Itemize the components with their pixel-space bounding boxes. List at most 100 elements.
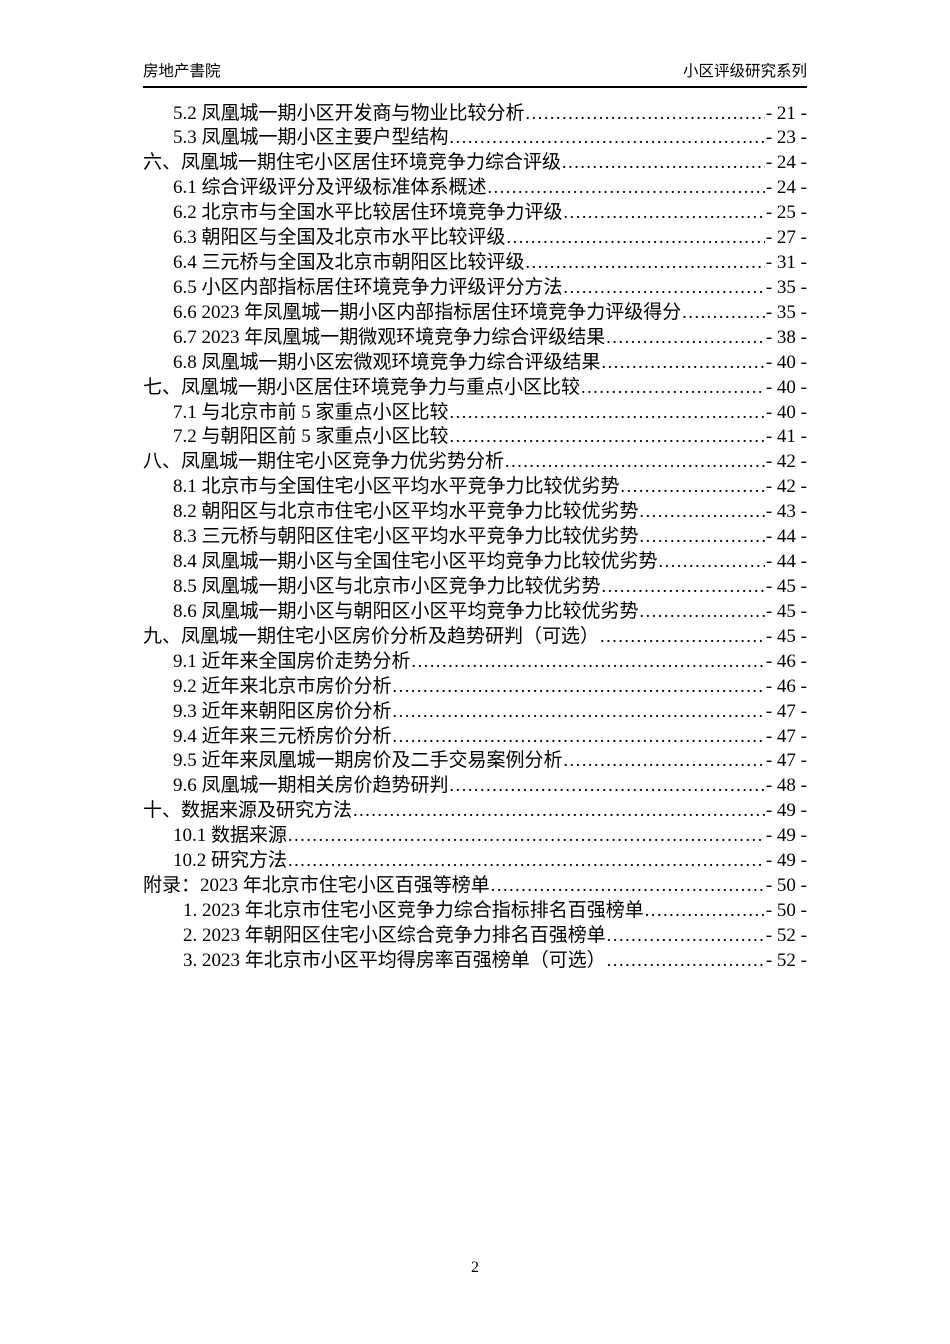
toc-entry[interactable]: 6.2 北京市与全国水平比较居住环境竞争力评级 - 25 - <box>143 200 807 225</box>
toc-page-number: - 42 - <box>765 451 807 473</box>
toc-entry-label: 6.3 朝阳区与全国及北京市水平比较评级 <box>173 227 506 249</box>
toc-dot-leader <box>682 300 765 326</box>
toc-page-number: - 49 - <box>765 850 807 872</box>
toc-dot-leader <box>602 350 765 376</box>
toc-page-number: - 45 - <box>765 576 807 598</box>
toc-entry[interactable]: 6.6 2023 年凤凰城一期小区内部指标居住环境竞争力评级得分 - 35 - <box>143 300 807 325</box>
toc-entry-label: 6.7 2023 年凤凰城一期微观环境竞争力综合评级结果 <box>173 326 606 348</box>
toc-page-number: - 47 - <box>765 750 807 772</box>
toc-entry-label: 六、凤凰城一期住宅小区居住环境竞争力综合评级 <box>143 152 562 174</box>
toc-entry-label: 8.4 凤凰城一期小区与全国住宅小区平均竞争力比较优劣势 <box>173 551 658 573</box>
toc-page-number: - 50 - <box>765 875 807 897</box>
toc-page-number: - 40 - <box>765 351 807 373</box>
toc-entry-label: 6.8 凤凰城一期小区宏微观环境竞争力综合评级结果 <box>173 351 601 373</box>
toc-entry[interactable]: 8.1 北京市与全国住宅小区平均水平竞争力比较优劣势 - 42 - <box>143 474 807 499</box>
toc-page-number: - 47 - <box>765 700 807 722</box>
toc-entry[interactable]: 6.3 朝阳区与全国及北京市水平比较评级 - 27 - <box>143 225 807 250</box>
toc-entry[interactable]: 10.2 研究方法 - 49 - <box>143 848 807 873</box>
toc-entry[interactable]: 十、数据来源及研究方法 - 49 - <box>143 798 807 823</box>
toc-dot-leader <box>491 873 765 899</box>
toc-dot-leader <box>288 823 765 849</box>
toc-dot-leader <box>606 325 765 351</box>
toc-entry[interactable]: 2. 2023 年朝阳区住宅小区综合竞争力排名百强榜单 - 52 - <box>143 923 807 948</box>
toc-entry[interactable]: 附录：2023 年北京市住宅小区百强等榜单 - 50 - <box>143 873 807 898</box>
toc-dot-leader <box>602 574 765 600</box>
toc-entry[interactable]: 3. 2023 年北京市小区平均得房率百强榜单（可选） - 52 - <box>143 948 807 973</box>
toc-page-number: - 25 - <box>765 202 807 224</box>
toc-page-number: - 52 - <box>765 949 807 971</box>
toc-page-number: - 44 - <box>765 551 807 573</box>
toc-entry[interactable]: 9.4 近年来三元桥房价分析 - 47 - <box>143 724 807 749</box>
toc-entry[interactable]: 6.7 2023 年凤凰城一期微观环境竞争力综合评级结果 - 38 - <box>143 325 807 350</box>
toc-dot-leader <box>564 748 765 774</box>
toc-entry[interactable]: 9.2 近年来北京市房价分析 - 46 - <box>143 674 807 699</box>
toc-dot-leader <box>393 699 765 725</box>
toc-dot-leader <box>507 225 765 251</box>
toc-entry-label: 6.1 综合评级评分及评级标准体系概述 <box>173 177 487 199</box>
toc-page-number: - 45 - <box>765 625 807 647</box>
toc-entry[interactable]: 6.4 三元桥与全国及北京市朝阳区比较评级 - 31 - <box>143 250 807 275</box>
toc-entry[interactable]: 8.3 三元桥与朝阳区住宅小区平均水平竞争力比较优劣势 - 44 - <box>143 524 807 549</box>
toc-page-number: - 21 - <box>765 102 807 124</box>
toc-dot-leader <box>659 549 765 575</box>
toc-entry[interactable]: 8.5 凤凰城一期小区与北京市小区竞争力比较优劣势 - 45 - <box>143 574 807 599</box>
header-right-text: 小区评级研究系列 <box>682 63 807 80</box>
toc-entry[interactable]: 6.5 小区内部指标居住环境竞争力评级评分方法 - 35 - <box>143 275 807 300</box>
toc-entry[interactable]: 5.3 凤凰城一期小区主要户型结构 - 23 - <box>143 125 807 150</box>
toc-page-number: - 31 - <box>765 252 807 274</box>
toc-dot-leader <box>412 649 765 675</box>
toc-entry[interactable]: 八、凤凰城一期住宅小区竞争力优劣势分析 - 42 - <box>143 449 807 474</box>
toc-entry[interactable]: 5.2 凤凰城一期小区开发商与物业比较分析 - 21 - <box>143 101 807 126</box>
toc-entry-label: 9.4 近年来三元桥房价分析 <box>173 725 392 747</box>
header-left-text: 房地产書院 <box>143 63 221 80</box>
toc-entry-label: 5.3 凤凰城一期小区主要户型结构 <box>173 127 449 149</box>
toc-page-number: - 49 - <box>765 800 807 822</box>
page-number: 2 <box>471 1259 479 1276</box>
toc-dot-leader <box>450 424 765 450</box>
toc-entry[interactable]: 七、凤凰城一期小区居住环境竞争力与重点小区比较 - 40 - <box>143 375 807 400</box>
toc-page-number: - 40 - <box>765 401 807 423</box>
toc-entry-label: 2. 2023 年朝阳区住宅小区综合竞争力排名百强榜单 <box>183 924 606 946</box>
toc-entry[interactable]: 9.6 凤凰城一期相关房价趋势研判 - 48 - <box>143 773 807 798</box>
toc-page-number: - 44 - <box>765 526 807 548</box>
toc-entry-label: 8.6 凤凰城一期小区与朝阳区小区平均竞争力比较优劣势 <box>173 600 639 622</box>
toc-entry[interactable]: 9.5 近年来凤凰城一期房价及二手交易案例分析 - 47 - <box>143 748 807 773</box>
toc-entry[interactable]: 8.2 朝阳区与北京市住宅小区平均水平竞争力比较优劣势 - 43 - <box>143 499 807 524</box>
toc-entry-label: 9.6 凤凰城一期相关房价趋势研判 <box>173 775 449 797</box>
toc-entry[interactable]: 7.1 与北京市前 5 家重点小区比较 - 40 - <box>143 400 807 425</box>
toc-entry[interactable]: 9.1 近年来全国房价走势分析 - 46 - <box>143 649 807 674</box>
toc-page-number: - 35 - <box>765 301 807 323</box>
toc-dot-leader <box>600 624 765 650</box>
toc-entry-label: 6.2 北京市与全国水平比较居住环境竞争力评级 <box>173 202 563 224</box>
toc-dot-leader <box>526 101 765 127</box>
toc-entry-label: 8.2 朝阳区与北京市住宅小区平均水平竞争力比较优劣势 <box>173 501 639 523</box>
toc-dot-leader <box>450 773 765 799</box>
toc-dot-leader <box>645 898 765 924</box>
toc-entry[interactable]: 1. 2023 年北京市住宅小区竞争力综合指标排名百强榜单 - 50 - <box>143 898 807 923</box>
toc-dot-leader <box>581 375 765 401</box>
toc-entry[interactable]: 6.1 综合评级评分及评级标准体系概述 - 24 - <box>143 175 807 200</box>
toc-entry[interactable]: 10.1 数据来源 - 49 - <box>143 823 807 848</box>
toc-entry[interactable]: 九、凤凰城一期住宅小区房价分析及趋势研判（可选） - 45 - <box>143 624 807 649</box>
toc-entry[interactable]: 9.3 近年来朝阳区房价分析 - 47 - <box>143 699 807 724</box>
toc-page-number: - 24 - <box>765 152 807 174</box>
toc-entry[interactable]: 6.8 凤凰城一期小区宏微观环境竞争力综合评级结果 - 40 - <box>143 350 807 375</box>
page-header: 房地产書院 小区评级研究系列 <box>143 62 807 88</box>
toc-page-number: - 42 - <box>765 476 807 498</box>
toc-page-number: - 35 - <box>765 276 807 298</box>
toc-page-number: - 45 - <box>765 600 807 622</box>
toc-dot-leader <box>640 599 765 625</box>
toc-page-number: - 48 - <box>765 775 807 797</box>
toc-entry-label: 九、凤凰城一期住宅小区房价分析及趋势研判（可选） <box>143 625 600 647</box>
toc-dot-leader <box>526 250 765 276</box>
toc-entry-label: 七、凤凰城一期小区居住环境竞争力与重点小区比较 <box>143 376 581 398</box>
toc-entry[interactable]: 六、凤凰城一期住宅小区居住环境竞争力综合评级 - 24 - <box>143 150 807 175</box>
toc-entry-label: 1. 2023 年北京市住宅小区竞争力综合指标排名百强榜单 <box>183 900 644 921</box>
toc-entry[interactable]: 8.6 凤凰城一期小区与朝阳区小区平均竞争力比较优劣势 - 45 - <box>143 599 807 624</box>
toc-entry-label: 8.1 北京市与全国住宅小区平均水平竞争力比较优劣势 <box>173 476 620 498</box>
toc-dot-leader <box>353 798 765 824</box>
toc-entry[interactable]: 8.4 凤凰城一期小区与全国住宅小区平均竞争力比较优劣势 - 44 - <box>143 549 807 574</box>
toc-entry-label: 8.3 三元桥与朝阳区住宅小区平均水平竞争力比较优劣势 <box>173 526 639 548</box>
toc-page-number: - 49 - <box>765 825 807 847</box>
toc-entry[interactable]: 7.2 与朝阳区前 5 家重点小区比较 - 41 - <box>143 424 807 449</box>
